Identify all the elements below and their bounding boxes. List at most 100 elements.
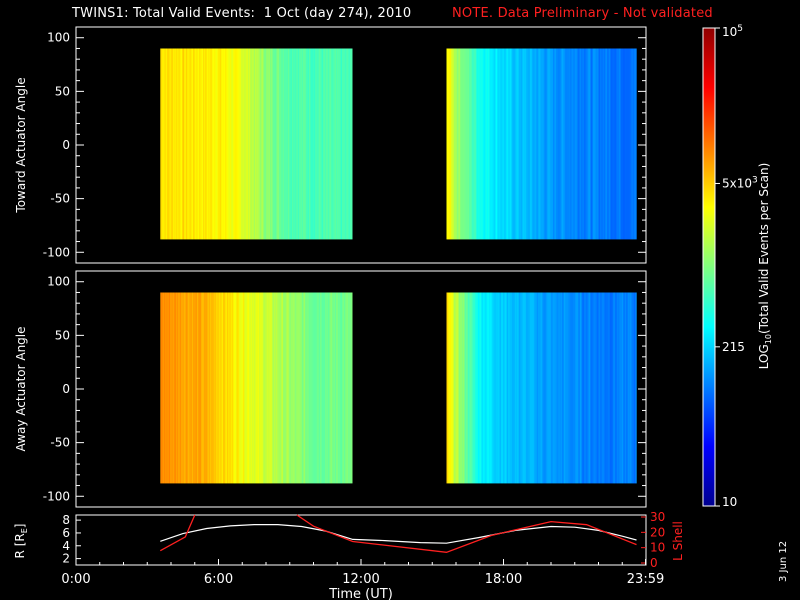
heatmap-column — [256, 48, 258, 240]
heatmap-column — [162, 48, 164, 240]
heatmap-column — [224, 48, 226, 240]
heatmap-column — [296, 292, 298, 484]
heatmap-column — [557, 292, 559, 484]
y-tick-label: -100 — [43, 245, 70, 259]
heatmap-column — [294, 48, 296, 240]
heatmap-column — [591, 48, 593, 240]
heatmap-column — [548, 48, 550, 240]
heatmap-column — [448, 292, 450, 484]
heatmap-column — [231, 292, 233, 484]
lshell-series-line — [159, 514, 196, 552]
heatmap-column — [216, 292, 218, 484]
heatmap-column — [276, 48, 278, 240]
heatmap-column — [249, 292, 251, 484]
heatmap-column — [189, 292, 191, 484]
heatmap-column — [300, 292, 302, 484]
heatmap-column — [289, 48, 291, 240]
heatmap-column — [273, 292, 275, 484]
x-tick-label: 23:59 — [627, 572, 664, 587]
heatmap-column — [597, 48, 599, 240]
heatmap-column — [342, 292, 344, 484]
heatmap-column — [508, 292, 510, 484]
heatmap-column — [194, 48, 196, 240]
preliminary-note: NOTE. Data Preliminary - Not validated — [452, 6, 713, 21]
heatmap-column — [515, 292, 517, 484]
heatmap-column — [485, 292, 487, 484]
heatmap-column — [634, 292, 636, 484]
heatmap-column — [340, 48, 342, 240]
heatmap-column — [519, 292, 521, 484]
heatmap-column — [300, 48, 302, 240]
heatmap-column — [503, 48, 505, 240]
heatmap-column — [260, 292, 262, 484]
heatmap-column — [210, 292, 212, 484]
heatmap-column — [201, 48, 203, 240]
heatmap-column — [215, 292, 217, 484]
heatmap-column — [174, 292, 176, 484]
heatmap-column — [333, 292, 335, 484]
heatmap-column — [338, 292, 340, 484]
heatmap-column — [561, 292, 563, 484]
heatmap-column — [245, 292, 247, 484]
heatmap-column — [485, 48, 487, 240]
heatmap-column — [590, 292, 592, 484]
heatmap-column — [280, 292, 282, 484]
heatmap-column — [205, 48, 207, 240]
colorbar-tick-label: 105 — [722, 24, 743, 39]
heatmap-column — [286, 48, 288, 240]
heatmap-column — [309, 48, 311, 240]
heatmap-column — [589, 48, 591, 240]
heatmap-column — [562, 48, 564, 240]
heatmap-column — [500, 48, 502, 240]
heatmap-column — [489, 48, 491, 240]
heatmap-column — [269, 48, 271, 240]
heatmap-column — [215, 48, 217, 240]
heatmap-column — [533, 48, 535, 240]
heatmap-column — [607, 48, 609, 240]
heatmap-column — [450, 292, 452, 484]
heatmap-column — [237, 48, 239, 240]
heatmap-column — [180, 292, 182, 484]
heatmap-column — [534, 292, 536, 484]
heatmap-column — [542, 292, 544, 484]
heatmap-column — [468, 48, 470, 240]
heatmap-column — [267, 292, 269, 484]
heatmap-column — [554, 292, 556, 484]
heatmap-column — [465, 292, 467, 484]
heatmap-column — [512, 292, 514, 484]
heatmap-column — [285, 292, 287, 484]
heatmap-column — [203, 48, 205, 240]
heatmap-column — [291, 292, 293, 484]
heatmap-column — [223, 292, 225, 484]
heatmap-column — [234, 292, 236, 484]
heatmap-column — [604, 48, 606, 240]
panel-toward: 100 50 0 -50 -100 Toward Actuator Angle — [14, 26, 647, 264]
heatmap-column — [305, 292, 307, 484]
heatmap-column — [213, 48, 215, 240]
heatmap-column — [560, 292, 562, 484]
heatmap-column — [349, 292, 351, 484]
heatmap-column — [612, 48, 614, 240]
heatmap-column — [283, 292, 285, 484]
heatmap-column — [447, 292, 449, 484]
heatmap-column — [187, 292, 189, 484]
heatmap-column — [461, 48, 463, 240]
heatmap-column — [326, 48, 328, 240]
heatmap-column — [624, 48, 626, 240]
heatmap-column — [248, 292, 250, 484]
heatmap-column — [494, 48, 496, 240]
heatmap-column — [578, 48, 580, 240]
heatmap-column — [344, 292, 346, 484]
heatmap-column — [454, 292, 456, 484]
y-tick-label: 50 — [55, 84, 70, 98]
heatmap-column — [274, 48, 276, 240]
heatmap-column — [214, 292, 216, 484]
heatmap-column — [501, 292, 503, 484]
heatmap-column — [235, 292, 237, 484]
heatmap-column — [601, 292, 603, 484]
heatmap-column — [633, 292, 635, 484]
heatmap-column — [211, 292, 213, 484]
heatmap-column — [631, 48, 633, 240]
